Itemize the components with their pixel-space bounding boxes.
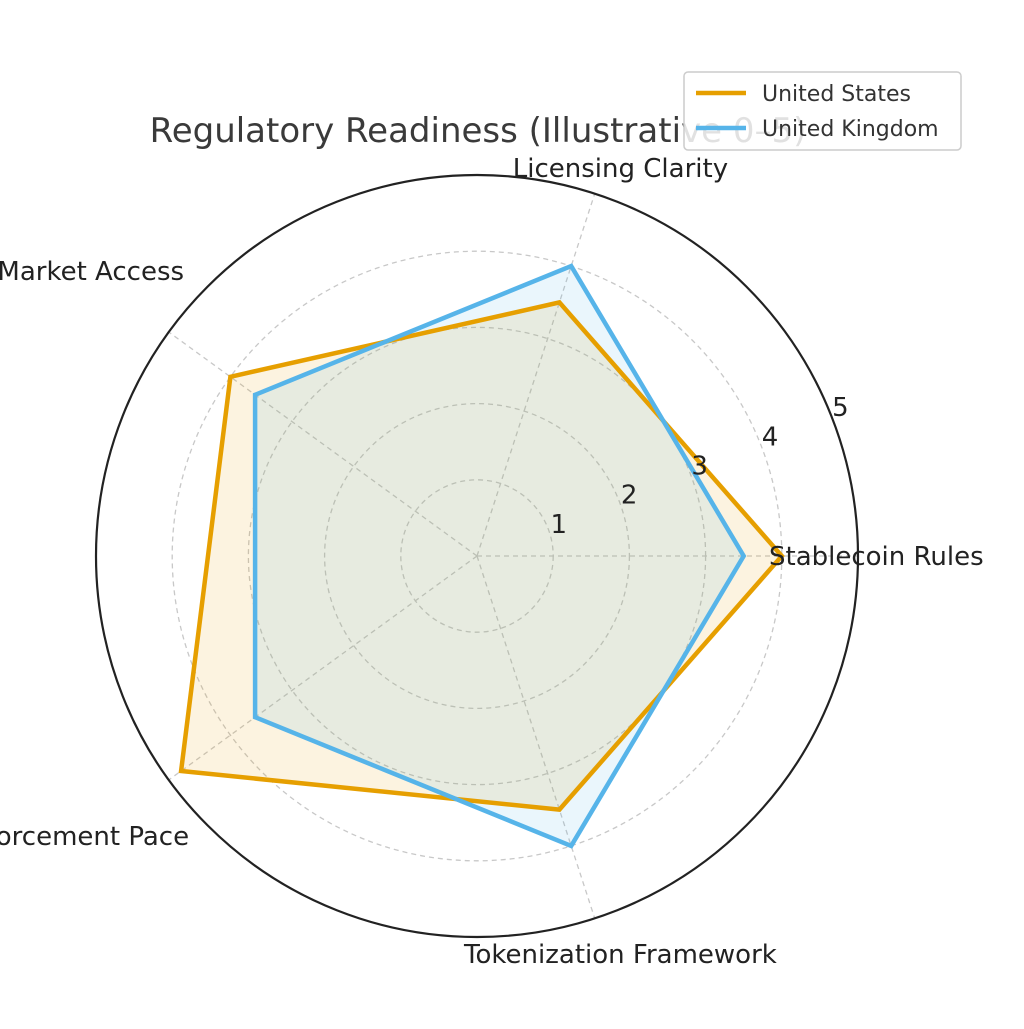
legend-label-united-states: United States bbox=[762, 82, 911, 107]
axis-label-tokenization-framework: Tokenization Framework bbox=[463, 940, 777, 970]
spoke-licensing-clarity bbox=[476, 193, 596, 557]
outer-boundary bbox=[94, 173, 860, 939]
spoke-tokenization-framework bbox=[476, 555, 596, 919]
axis-label-licensing-clarity: Licensing Clarity bbox=[513, 154, 728, 184]
series-layer bbox=[178, 263, 785, 849]
r-tick-label: 5 bbox=[832, 393, 849, 423]
axis-label-enforcement-pace: Enforcement Pace bbox=[0, 822, 189, 852]
outer-layer bbox=[94, 173, 860, 939]
r-tick-label: 2 bbox=[621, 481, 638, 511]
r-tick-label: 4 bbox=[762, 422, 779, 452]
series-line-united-kingdom bbox=[252, 263, 747, 849]
legend: United States United Kingdom bbox=[683, 71, 962, 151]
spoke-enforcement-pace bbox=[168, 555, 478, 781]
spoke-market-access bbox=[168, 331, 478, 557]
axis-label-market-access: Market Access bbox=[0, 257, 184, 287]
legend-box bbox=[683, 71, 962, 151]
axis-label-stablecoin-rules: Stablecoin Rules bbox=[769, 542, 984, 572]
series-line-united-states bbox=[178, 299, 785, 812]
series-fill-united-states bbox=[181, 302, 782, 810]
legend-label-united-kingdom: United Kingdom bbox=[762, 117, 939, 142]
series-fill-united-kingdom bbox=[255, 266, 744, 846]
r-tick-label: 1 bbox=[551, 510, 568, 540]
r-tick-label: 3 bbox=[691, 451, 708, 481]
grid-circle-2 bbox=[323, 402, 631, 710]
label-layer: 1 2 3 4 5 Stablecoin Rules Licensing Clarity Ma… bbox=[0, 154, 984, 970]
